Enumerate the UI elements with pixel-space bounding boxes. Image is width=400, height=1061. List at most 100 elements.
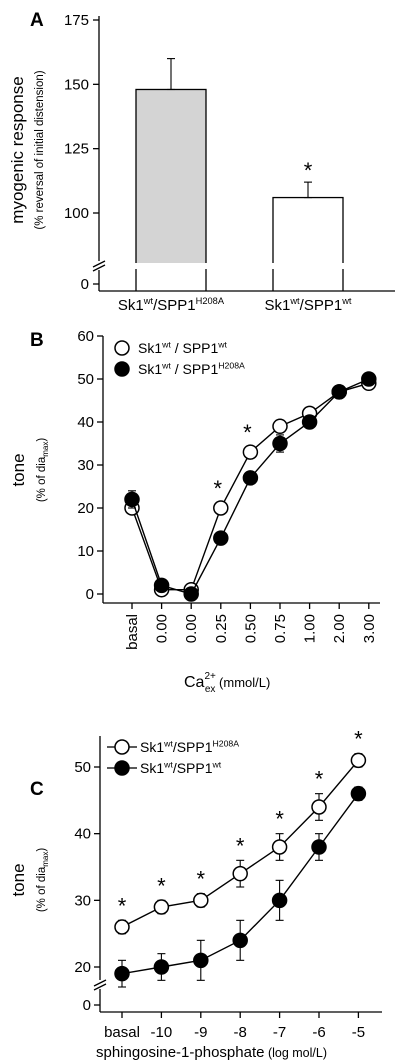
x-tick-label-b: 3.00 <box>361 614 378 643</box>
y-tick-label-b: 20 <box>77 500 94 517</box>
y-tick-label-c: 50 <box>74 759 91 776</box>
data-point-c-1 <box>311 839 327 855</box>
x-tick-label-b: 1.00 <box>302 614 319 643</box>
legend-marker-c <box>114 760 130 776</box>
significance-star-c: * <box>354 727 363 752</box>
axis-break-mark <box>92 260 106 268</box>
x-tick-label-c: -7 <box>273 1024 286 1041</box>
y-axis-label-b: tone <box>9 453 28 486</box>
y-tick-label-c: 40 <box>74 826 91 843</box>
axis-break-gap <box>93 261 105 270</box>
data-point-b-1 <box>183 586 199 602</box>
legend-label-b: Sk1wt / SPP1wt <box>138 339 228 356</box>
bar-1 <box>272 196 344 267</box>
bar-0 <box>135 88 207 267</box>
axis-break-mark <box>93 979 107 987</box>
y-tick-label-b: 60 <box>77 328 94 345</box>
panel-letter-c: C <box>30 779 44 800</box>
data-point-b-0 <box>213 500 229 516</box>
data-point-c-0 <box>114 919 130 935</box>
panel-letter-a: A <box>30 10 44 31</box>
axis-break-gap <box>94 980 106 989</box>
data-point-b-0 <box>242 444 259 460</box>
x-tick-label-b: 0.50 <box>242 614 259 643</box>
y-tick-label-c: 30 <box>74 892 91 909</box>
data-point-b-1 <box>242 470 259 486</box>
y-tick-label-b: 0 <box>86 586 94 603</box>
y-tick-label-b: 10 <box>77 543 94 560</box>
significance-star-c: * <box>275 807 284 832</box>
data-point-c-0 <box>350 752 367 769</box>
significance-star-c: * <box>236 833 245 858</box>
y-tick-label-b: 30 <box>77 457 94 474</box>
y-tick-label-b: 40 <box>77 414 94 431</box>
legend-marker-c <box>114 739 130 755</box>
significance-star-c: * <box>315 767 324 792</box>
y-tick-label-a: 0 <box>81 276 89 293</box>
data-point-b-1 <box>272 435 288 452</box>
y-axis-sublabel-b: (% of diamax) <box>36 438 50 503</box>
x-tick-label-b: 0.00 <box>154 614 171 643</box>
data-point-c-1 <box>232 932 248 949</box>
x-tick-label-c: basal <box>104 1024 140 1041</box>
data-point-b-1 <box>153 577 170 594</box>
data-point-c-0 <box>232 865 248 882</box>
x-axis-label-c: sphingosine-1-phosphate (log mol/L) <box>96 1044 327 1061</box>
data-point-c-0 <box>193 892 209 909</box>
x-tick-label-c: -8 <box>234 1024 247 1041</box>
y-tick-label-c: 0 <box>83 997 91 1014</box>
x-tick-label-b: 2.00 <box>331 614 348 643</box>
data-point-c-1 <box>271 892 288 909</box>
data-point-c-1 <box>153 959 170 975</box>
y-tick-label-a: 175 <box>64 12 89 29</box>
y-axis-sublabel-c: (% of diamax) <box>36 848 50 913</box>
significance-star-a: * <box>304 158 313 183</box>
data-point-c-1 <box>350 785 367 802</box>
x-tick-label-c: -5 <box>352 1024 365 1041</box>
legend-marker-b <box>114 361 130 377</box>
significance-star-b: * <box>214 476 223 501</box>
x-tick-label-b: basal <box>124 614 141 650</box>
x-category-label-a: Sk1wt/SPP1H208A <box>118 296 225 314</box>
data-point-b-1 <box>331 384 347 400</box>
bar-break-gap <box>135 263 207 269</box>
x-tick-label-c: -6 <box>312 1024 325 1041</box>
legend-label-c: Sk1wt/SPP1wt <box>140 759 222 776</box>
y-tick-label-a: 150 <box>64 76 89 93</box>
significance-star-c: * <box>157 873 166 898</box>
y-tick-label-a: 125 <box>64 141 89 158</box>
data-point-b-1 <box>301 414 318 430</box>
x-tick-label-b: 0.00 <box>183 614 200 643</box>
data-point-c-1 <box>193 952 209 969</box>
legend-marker-b <box>114 340 130 356</box>
significance-star-b: * <box>243 420 252 445</box>
x-tick-label-c: -9 <box>194 1024 207 1041</box>
x-tick-label-c: -10 <box>151 1024 173 1041</box>
series-line-b-1 <box>131 378 370 595</box>
data-point-c-0 <box>311 799 327 815</box>
y-axis-sublabel-a: (% reversal of initial distension) <box>34 70 46 229</box>
y-axis-label-a: myogenic response <box>8 76 27 223</box>
bar-break-gap <box>272 263 344 269</box>
data-point-c-1 <box>114 965 130 982</box>
x-category-label-a: Sk1wt/SPP1wt <box>264 296 351 314</box>
significance-star-c: * <box>118 893 127 918</box>
data-point-b-0 <box>272 418 288 435</box>
data-point-c-0 <box>153 899 170 915</box>
x-axis-label-b: Ca2+ ex (mmol/L) <box>184 671 270 695</box>
y-axis-label-c: tone <box>9 863 28 896</box>
panel-letter-b: B <box>30 330 44 351</box>
series-line-b-0 <box>131 382 369 591</box>
legend-label-b: Sk1wt / SPP1H208A <box>138 360 245 377</box>
data-point-c-0 <box>271 839 288 855</box>
y-tick-label-c: 20 <box>74 959 91 976</box>
x-tick-label-b: 0.75 <box>272 614 289 643</box>
data-point-b-1 <box>124 491 140 508</box>
data-point-b-1 <box>213 530 229 546</box>
y-tick-label-b: 50 <box>77 371 94 388</box>
significance-star-c: * <box>197 867 206 892</box>
axis-break-mark <box>93 983 107 991</box>
legend-label-c: Sk1wt/SPP1H208A <box>140 738 239 755</box>
axis-break-mark <box>92 264 106 272</box>
